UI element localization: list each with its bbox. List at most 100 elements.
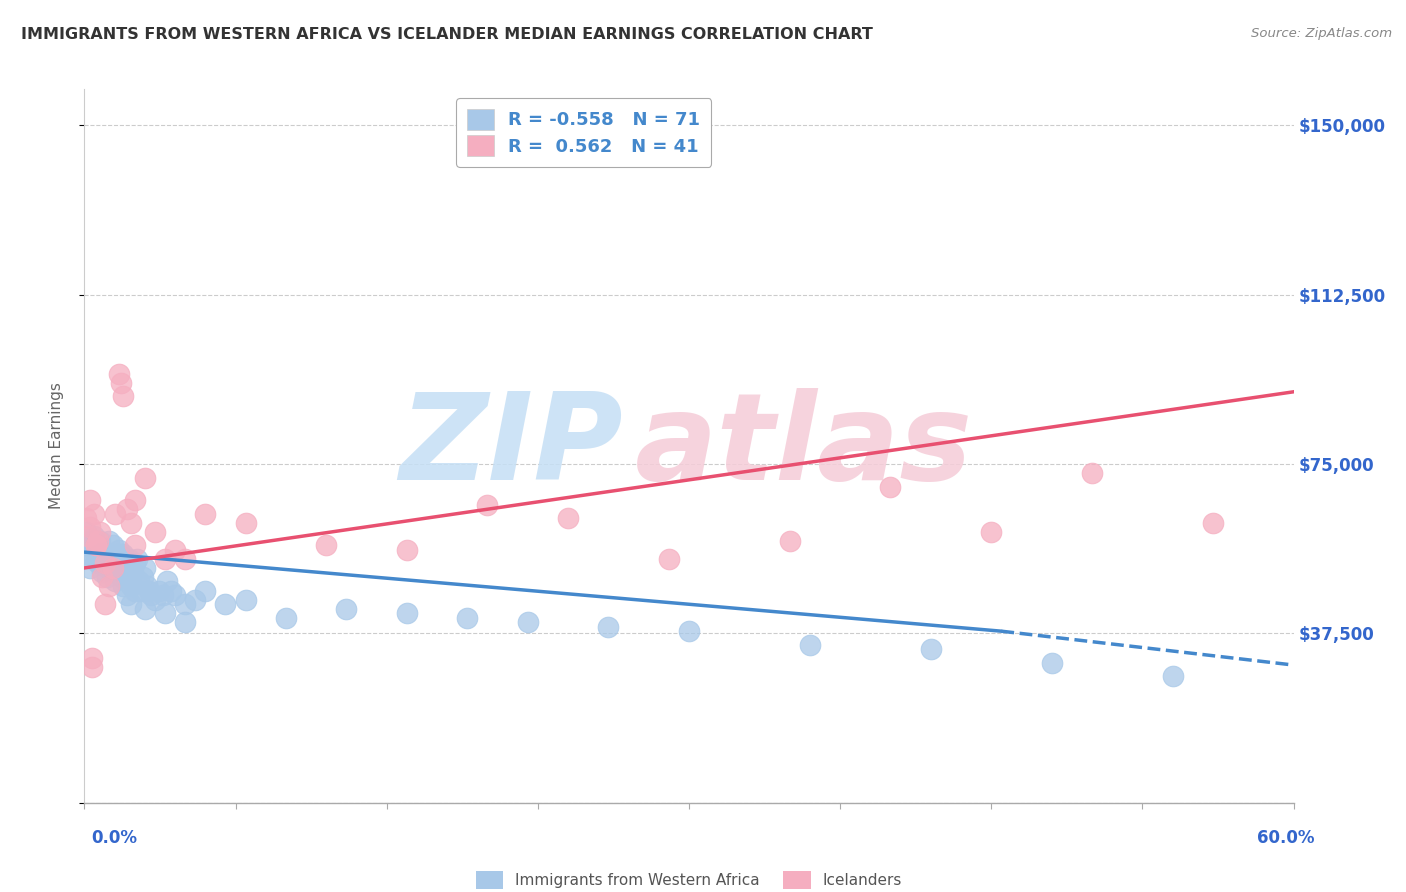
Point — [165, 588, 187, 602]
Point — [114, 561, 136, 575]
Point — [148, 583, 170, 598]
Point — [184, 592, 207, 607]
Point — [335, 601, 357, 615]
Point — [96, 570, 118, 584]
Point — [115, 570, 138, 584]
Point — [93, 552, 115, 566]
Point — [104, 507, 127, 521]
Point — [658, 552, 681, 566]
Point — [174, 597, 197, 611]
Point — [96, 561, 118, 575]
Point — [395, 606, 418, 620]
Point — [77, 548, 100, 562]
Point — [82, 552, 104, 566]
Point — [456, 610, 478, 624]
Point — [128, 574, 150, 589]
Point — [143, 592, 166, 607]
Point — [678, 624, 700, 639]
Point — [110, 570, 132, 584]
Point — [134, 561, 156, 575]
Text: Source: ZipAtlas.com: Source: ZipAtlas.com — [1251, 27, 1392, 40]
Point — [105, 557, 128, 571]
Point — [82, 660, 104, 674]
Point — [235, 516, 257, 530]
Point — [75, 524, 97, 539]
Point — [75, 511, 97, 525]
Point — [97, 533, 120, 548]
Point — [156, 574, 179, 589]
Point — [79, 561, 101, 575]
Point — [124, 583, 146, 598]
Y-axis label: Median Earnings: Median Earnings — [49, 383, 63, 509]
Point — [79, 493, 101, 508]
Point — [516, 615, 538, 629]
Point — [120, 597, 142, 611]
Point — [118, 552, 141, 566]
Point — [598, 620, 620, 634]
Point — [107, 548, 129, 562]
Point — [107, 542, 129, 557]
Point — [174, 552, 197, 566]
Point — [87, 557, 110, 571]
Point — [111, 579, 134, 593]
Point — [557, 511, 579, 525]
Point — [165, 542, 187, 557]
Text: ZIP: ZIP — [399, 387, 623, 505]
Point — [120, 579, 142, 593]
Point — [125, 552, 148, 566]
Point — [134, 601, 156, 615]
Point — [129, 583, 152, 598]
Point — [143, 524, 166, 539]
Point — [83, 507, 105, 521]
Point — [315, 538, 337, 552]
Point — [115, 502, 138, 516]
Point — [93, 557, 115, 571]
Point — [1081, 466, 1104, 480]
Text: IMMIGRANTS FROM WESTERN AFRICA VS ICELANDER MEDIAN EARNINGS CORRELATION CHART: IMMIGRANTS FROM WESTERN AFRICA VS ICELAN… — [21, 27, 873, 42]
Point — [101, 538, 124, 552]
Point — [152, 588, 174, 602]
Point — [477, 498, 499, 512]
Point — [124, 557, 146, 571]
Text: 0.0%: 0.0% — [91, 829, 138, 847]
Point — [235, 592, 257, 607]
Point — [107, 367, 129, 381]
Point — [91, 566, 114, 580]
Point — [97, 579, 120, 593]
Point — [121, 566, 143, 580]
Point — [77, 529, 100, 543]
Point — [879, 480, 901, 494]
Point — [89, 533, 111, 548]
Point — [100, 557, 122, 571]
Point — [124, 538, 146, 552]
Point — [194, 507, 217, 521]
Point — [100, 548, 122, 562]
Point — [138, 583, 160, 598]
Point — [1040, 656, 1063, 670]
Point — [83, 542, 105, 557]
Point — [111, 548, 134, 562]
Point — [79, 533, 101, 548]
Point — [115, 588, 138, 602]
Point — [101, 561, 124, 575]
Point — [135, 579, 157, 593]
Point — [104, 574, 127, 589]
Text: 60.0%: 60.0% — [1257, 829, 1315, 847]
Point — [920, 642, 942, 657]
Point — [1161, 669, 1184, 683]
Point — [134, 470, 156, 484]
Point — [86, 548, 108, 562]
Point — [104, 566, 127, 580]
Point — [1202, 516, 1225, 530]
Legend: Immigrants from Western Africa, Icelanders: Immigrants from Western Africa, Icelande… — [470, 865, 908, 892]
Point — [87, 552, 110, 566]
Point — [153, 606, 176, 620]
Point — [980, 524, 1002, 539]
Point — [110, 376, 132, 390]
Point — [139, 588, 162, 602]
Point — [91, 570, 114, 584]
Point — [86, 538, 108, 552]
Point — [91, 542, 114, 557]
Point — [779, 533, 801, 548]
Point — [75, 538, 97, 552]
